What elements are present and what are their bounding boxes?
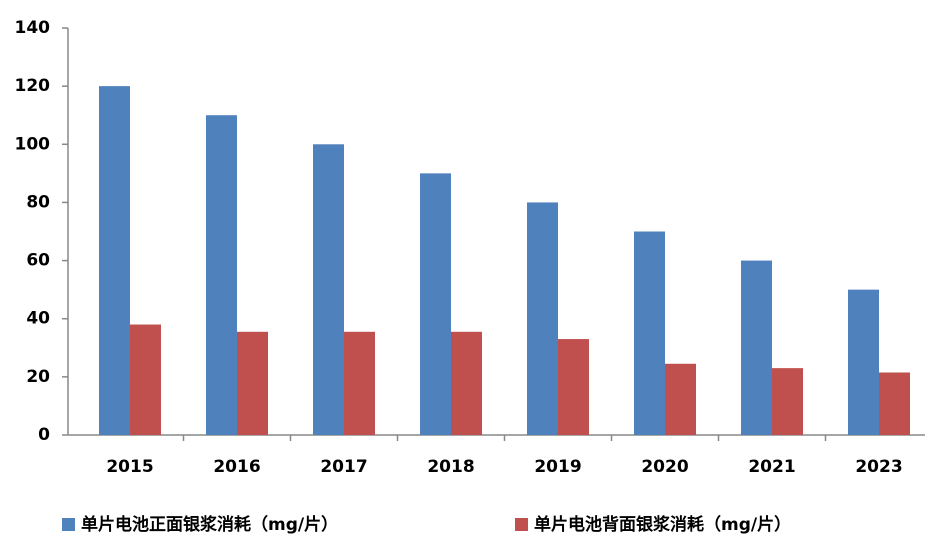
bar [848, 289, 879, 435]
bar [879, 372, 910, 435]
bar [344, 331, 375, 435]
bar [772, 368, 803, 435]
legend-swatch [515, 518, 528, 531]
bar [420, 173, 451, 435]
x-tick-label: 2017 [320, 457, 367, 477]
y-tick-label: 80 [26, 192, 50, 212]
x-tick-label: 2016 [213, 457, 260, 477]
y-tick-label: 120 [15, 76, 51, 96]
x-tick-label: 2015 [106, 457, 153, 477]
legend-label: 单片电池正面银浆消耗（mg/片） [81, 514, 338, 535]
y-tick-label: 40 [26, 309, 50, 329]
x-tick-label: 2020 [641, 457, 688, 477]
bar [741, 260, 772, 435]
bar [665, 363, 696, 435]
bar [130, 324, 161, 435]
bar [206, 115, 237, 435]
y-tick-label: 140 [15, 18, 51, 38]
legend-swatch [62, 518, 75, 531]
bar [99, 86, 130, 436]
x-tick-label: 2023 [855, 457, 902, 477]
bar [634, 231, 665, 435]
y-tick-label: 60 [26, 251, 50, 271]
bar [313, 144, 344, 436]
x-tick-label: 2021 [748, 457, 795, 477]
x-tick-label: 2018 [427, 457, 474, 477]
y-tick-label: 100 [15, 134, 51, 154]
bar [558, 339, 589, 435]
y-tick-label: 0 [38, 425, 50, 445]
bar [451, 331, 482, 435]
bar [527, 202, 558, 435]
legend-label: 单片电池背面银浆消耗（mg/片） [534, 514, 791, 535]
bar [237, 331, 268, 435]
x-tick-label: 2019 [534, 457, 581, 477]
y-tick-label: 20 [26, 367, 50, 387]
